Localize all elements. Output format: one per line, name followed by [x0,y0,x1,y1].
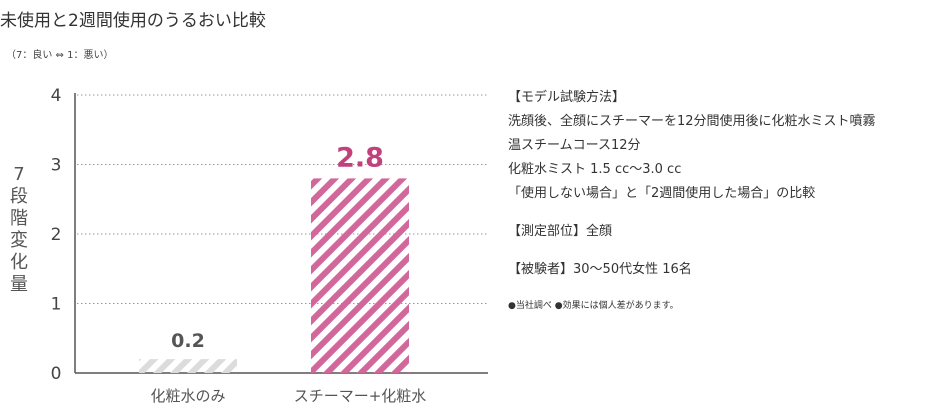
data-label-1: 2.8 [336,142,384,173]
method-heading: 【モデル試験方法】 [508,90,626,105]
bar-1 [311,178,409,373]
test-info-panel: 【モデル試験方法】 洗顔後、全顔にスチーマーを12分間使用後に化粧水ミスト噴霧 … [508,86,928,314]
method-line-3: 化粧水ミスト 1.5 cc〜3.0 cc [508,162,682,177]
y-tick-label-2: 2 [51,225,62,245]
measurement-site: 【測定部位】全顔 [508,224,613,239]
y-axis-label: 7 段階変化量 [10,164,28,295]
x-category-label-1: スチーマー+化粧水 [294,387,427,405]
method-line-2: 温スチームコース12分 [508,138,641,153]
method-line-1: 洗顔後、全顔にスチーマーを12分間使用後に化粧水ミスト噴霧 [508,114,876,129]
y-tick-label-3: 3 [51,156,62,176]
y-tick-label-4: 4 [51,86,62,106]
y-tick-label-1: 1 [51,295,62,315]
x-category-label-0: 化粧水のみ [150,387,225,405]
data-label-0: 0.2 [171,330,205,352]
y-tick-label-0: 0 [51,364,62,384]
disclaimer-note: ●当社調べ ●効果には個人差があります。 [508,301,679,311]
page-title: 未使用と2週間使用のうるおい比較 [0,11,266,31]
test-subjects: 【被験者】30〜50代女性 16名 [508,262,692,277]
rating-scale-note: （7：良い ⇔ 1：悪い） [6,50,114,61]
method-line-4: 「使用しない場合」と「2週間使用した場合」の比較 [508,186,816,201]
bar-chart: 0 1 2 3 4 0.2 化粧水のみ 2.8 スチーマー+化粧水 7 段階変化量 [10,86,488,405]
bar-0 [139,359,237,373]
